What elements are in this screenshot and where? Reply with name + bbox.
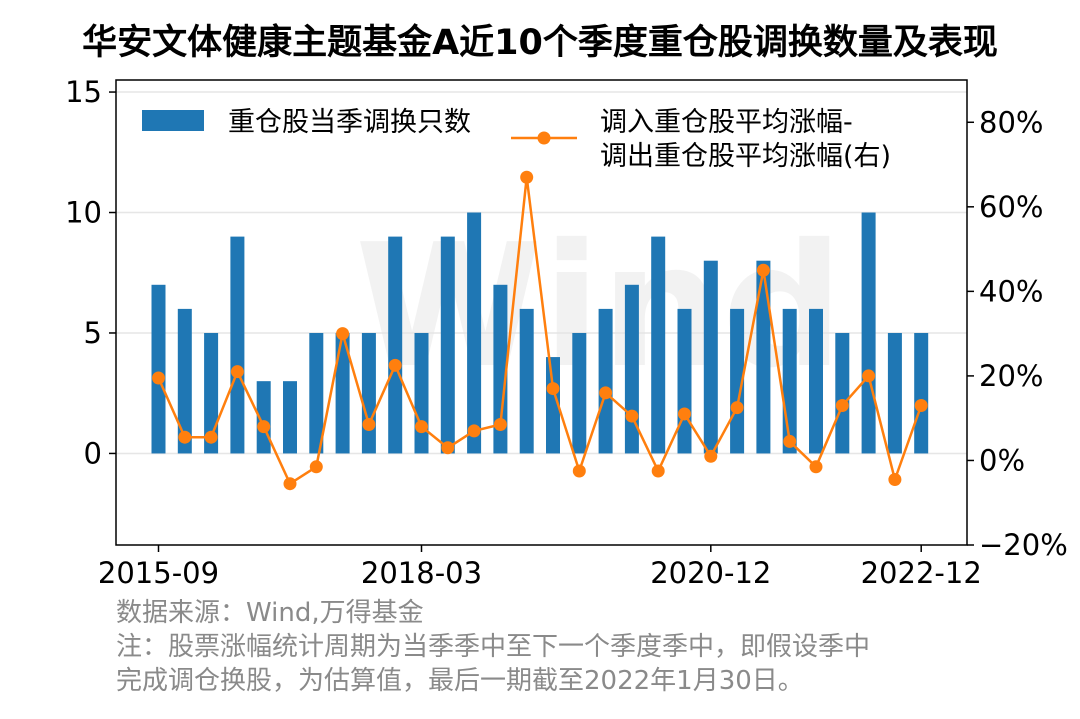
legend-bar-label: 重仓股当季调换只数 xyxy=(228,107,471,138)
bar xyxy=(861,212,876,454)
line-point xyxy=(730,401,744,415)
line-point xyxy=(888,472,902,486)
line-point xyxy=(756,263,770,277)
bar xyxy=(414,332,429,454)
bar xyxy=(519,308,534,454)
bar xyxy=(572,332,587,454)
bar xyxy=(440,236,455,454)
bar xyxy=(730,308,745,454)
line-point xyxy=(178,430,192,444)
line-point xyxy=(651,464,665,478)
bar-series xyxy=(151,212,929,454)
legend: 重仓股当季调换只数 调入重仓股平均涨幅- 调出重仓股平均涨幅(右) xyxy=(142,107,891,172)
left-tick-label: 5 xyxy=(84,316,102,350)
bar xyxy=(546,357,560,454)
bar xyxy=(809,308,823,454)
bar xyxy=(230,236,245,454)
chart-title: 华安文体健康主题基金A近10个季度重仓股调换数量及表现 xyxy=(82,23,998,63)
line-point xyxy=(862,369,876,383)
bar xyxy=(204,332,219,454)
line-point xyxy=(283,477,297,491)
bar xyxy=(151,284,166,454)
x-tick-label: 2015-09 xyxy=(98,556,219,590)
line-point xyxy=(783,434,797,448)
right-axis: −20% 0% 20% 40% 60% 80% xyxy=(967,105,1068,562)
x-tick-label: 2020-12 xyxy=(650,556,771,590)
line-point xyxy=(914,399,928,412)
line-point xyxy=(362,418,376,432)
line-point xyxy=(572,464,586,478)
line-point xyxy=(388,358,402,372)
legend-bar-swatch xyxy=(142,110,204,131)
footnotes: 数据来源：Wind,万得基金 注：股票涨幅统计周期为当季季中至下一个季度季中，即… xyxy=(116,596,870,698)
plot-frame xyxy=(115,79,968,546)
line-point xyxy=(415,420,428,434)
line-point xyxy=(441,441,455,455)
bar xyxy=(177,308,192,454)
line-point xyxy=(257,420,271,434)
right-tick-label: 20% xyxy=(979,359,1043,393)
source-note: 数据来源：Wind,万得基金 xyxy=(116,598,424,628)
bar xyxy=(782,308,797,454)
legend-line-label-1: 调入重仓股平均涨幅- xyxy=(600,107,853,138)
bar xyxy=(493,284,508,454)
line-point xyxy=(467,424,481,438)
right-tick-label: 40% xyxy=(979,274,1043,308)
x-tick-label: 2022-12 xyxy=(861,556,982,590)
line-point xyxy=(809,460,823,474)
bar xyxy=(887,332,902,454)
bar xyxy=(914,332,929,454)
left-tick-label: 0 xyxy=(84,436,102,470)
line-point xyxy=(204,430,218,444)
x-tick-label: 2018-03 xyxy=(361,556,482,590)
x-axis: 2015-09 2018-03 2020-12 2022-12 xyxy=(98,545,982,590)
line-point xyxy=(152,371,165,385)
line-point xyxy=(309,460,323,474)
bar xyxy=(703,260,718,454)
right-tick-label: 80% xyxy=(979,105,1043,139)
bar xyxy=(361,332,376,454)
line-series xyxy=(152,170,928,491)
line-point xyxy=(520,170,534,184)
line-point xyxy=(493,418,507,432)
left-axis: 0 5 10 15 xyxy=(65,75,116,470)
line-point xyxy=(625,409,639,423)
line-point xyxy=(336,327,350,341)
line-point xyxy=(704,449,718,463)
line-point xyxy=(230,365,244,379)
bar xyxy=(283,381,297,454)
bar xyxy=(677,308,692,454)
bar xyxy=(309,332,324,454)
bar xyxy=(651,236,666,454)
right-tick-label: 0% xyxy=(979,443,1025,477)
bar xyxy=(598,308,613,454)
left-tick-label: 15 xyxy=(65,75,102,109)
bar xyxy=(467,212,482,454)
bar xyxy=(388,236,403,454)
right-tick-label: −20% xyxy=(979,528,1068,562)
left-tick-label: 10 xyxy=(65,196,102,230)
legend-line-label-2: 调出重仓股平均涨幅(右) xyxy=(600,141,891,172)
method-note-line-2: 完成调仓换股，为估算值，最后一期截至2022年1月30日。 xyxy=(116,666,804,696)
line-point xyxy=(835,399,849,412)
bar xyxy=(756,260,771,454)
right-tick-label: 60% xyxy=(979,190,1043,224)
method-note-line-1: 注：股票涨幅统计周期为当季季中至下一个季度季中，即假设季中 xyxy=(116,632,871,662)
bar xyxy=(835,332,850,454)
line-point xyxy=(599,386,613,400)
line-point xyxy=(546,382,560,396)
bar xyxy=(335,332,350,454)
legend-line-marker xyxy=(537,131,551,145)
line-point xyxy=(678,407,691,421)
